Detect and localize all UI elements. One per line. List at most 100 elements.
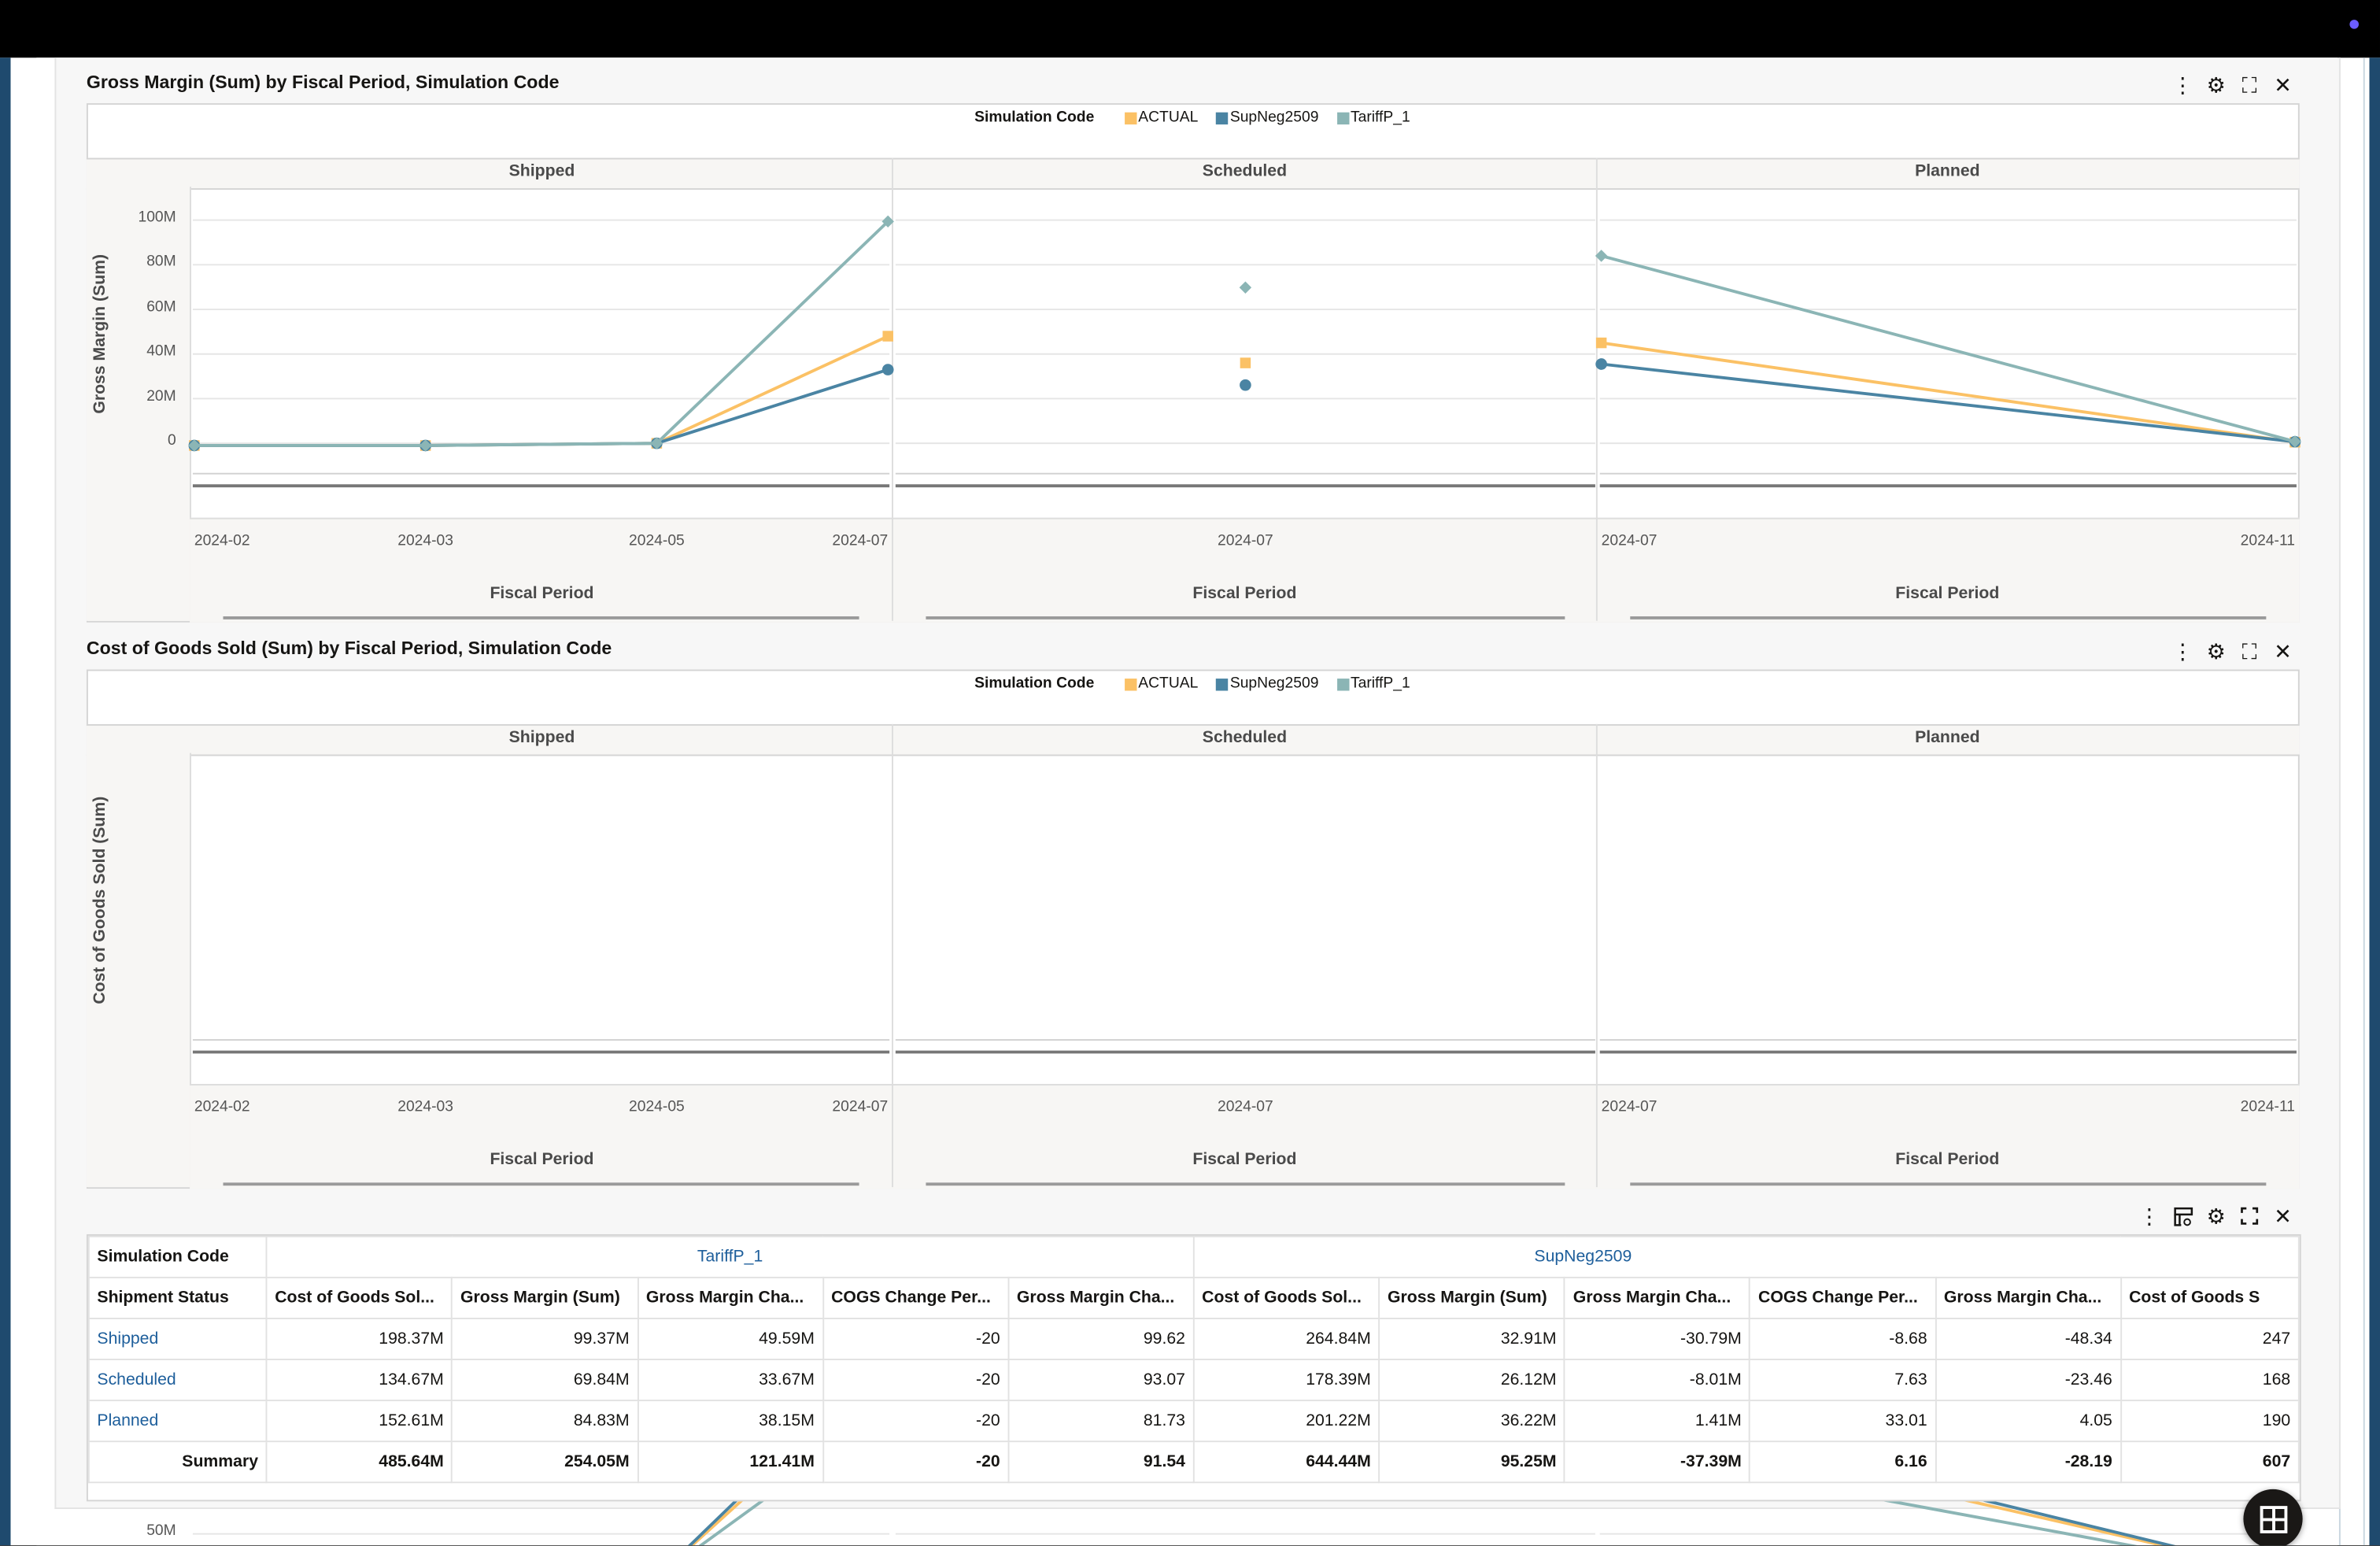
facet-header: Scheduled [1202, 162, 1288, 181]
legend-title: Simulation Code [974, 109, 1095, 127]
row-label-link[interactable]: Shipped [87, 1317, 268, 1360]
table-cell: 38.15M [637, 1400, 824, 1443]
x-tick-label: 2024-07 [1601, 1099, 1658, 1116]
divider [2363, 57, 2365, 1546]
table-cell: 36.22M [1378, 1400, 1566, 1443]
fab-grid-button[interactable] [2243, 1489, 2303, 1546]
y-tick-label: 60M [146, 298, 176, 316]
close-icon[interactable]: ✕ [2274, 638, 2292, 663]
x-tick-label: 2024-05 [629, 1099, 685, 1116]
expand-icon[interactable]: ⛶ [2241, 72, 2257, 97]
group-header-tariffp[interactable]: TariffP_1 [265, 1235, 1195, 1278]
x-tick-label: 2024-07 [1217, 532, 1273, 550]
legend-item[interactable]: SupNeg2509 [1207, 675, 1319, 693]
chart-title: Gross Margin (Sum) by Fiscal Period, Sim… [86, 71, 560, 93]
column-header[interactable]: Gross Margin Cha... [1564, 1276, 1751, 1319]
expand-icon[interactable] [2238, 1204, 2262, 1228]
table-cell: 99.37M [451, 1317, 639, 1360]
facet-header: Shipped [508, 728, 575, 747]
column-header[interactable]: Cost of Goods Sol... [1192, 1276, 1380, 1319]
column-header[interactable]: Gross Margin Cha... [1935, 1276, 2122, 1319]
summary-cell: -20 [822, 1441, 1010, 1484]
column-header[interactable]: Gross Margin (Sum) [1378, 1276, 1566, 1319]
summary-cell: 6.16 [1749, 1441, 1937, 1484]
gear-icon[interactable]: ⚙ [2206, 1203, 2226, 1228]
scrollbar[interactable] [223, 616, 859, 620]
table-toolbar: ⋮ ⚙ ✕ [2137, 1203, 2295, 1228]
x-tick-label: 2024-07 [1601, 532, 1658, 550]
x-axis-title: Fiscal Period [1192, 584, 1297, 603]
row-label-link[interactable]: Planned [87, 1400, 268, 1443]
y-tick-label: 40M [146, 343, 176, 361]
table-cell: 1.41M [1564, 1400, 1751, 1443]
legend-item[interactable]: TariffP_1 [1328, 109, 1410, 126]
group-header-supneg[interactable]: SupNeg2509 [1192, 1235, 2300, 1278]
x-tick-label: 2024-03 [397, 1099, 454, 1116]
close-icon[interactable]: ✕ [2274, 72, 2292, 97]
facet-header: Shipped [508, 162, 575, 181]
column-header[interactable]: Cost of Goods S [2119, 1276, 2300, 1319]
more-vertical-icon[interactable]: ⋮ [2171, 72, 2193, 97]
table-cell: 152.61M [265, 1400, 453, 1443]
table-row: Planned 152.61M 84.83M 38.15M -20 81.73 201.22… [87, 1400, 2300, 1443]
table-cell: 247 [2119, 1317, 2300, 1360]
table-cell: 26.12M [1378, 1359, 1566, 1402]
legend-item[interactable]: TariffP_1 [1328, 675, 1410, 692]
scrollbar[interactable] [926, 616, 1565, 620]
summary-cell: 91.54 [1007, 1441, 1195, 1484]
scrollbar[interactable] [1630, 1182, 2267, 1186]
summary-cell: 254.05M [451, 1441, 639, 1484]
legend-swatch [1124, 111, 1137, 124]
y-axis-title: Gross Margin (Sum) [91, 253, 109, 414]
legend-item[interactable]: ACTUAL [1115, 109, 1198, 126]
y-tick-label: 100M [138, 209, 176, 227]
column-header[interactable]: COGS Change Per... [822, 1276, 1010, 1319]
summary-row: Summary 485.64M 254.05M 121.41M -20 91.54 644.… [87, 1441, 2300, 1484]
column-header[interactable]: Gross Margin Cha... [1007, 1276, 1195, 1319]
row-label-link[interactable]: Scheduled [87, 1359, 268, 1402]
column-header[interactable]: Cost of Goods Sol... [265, 1276, 453, 1319]
table-row: Shipped 198.37M 99.37M 49.59M -20 99.62 264.84… [87, 1317, 2300, 1360]
legend-item[interactable]: SupNeg2509 [1207, 109, 1318, 126]
gear-icon[interactable]: ⚙ [2206, 72, 2226, 97]
column-header[interactable]: Gross Margin Cha... [637, 1276, 824, 1319]
summary-cell: -37.39M [1564, 1441, 1751, 1484]
chart-toolbar: ⋮ ⚙ ⛶ ✕ [2171, 72, 2295, 98]
y-tick-label: 0 [167, 432, 176, 449]
legend-swatch [1216, 111, 1229, 124]
chart-legend: Simulation Code ACTUAL SupNeg2509 TariffP_1 [974, 675, 1410, 692]
column-header[interactable]: Gross Margin (Sum) [451, 1276, 639, 1319]
column-header[interactable]: COGS Change Per... [1749, 1276, 1937, 1319]
x-tick-label: 2024-11 [2240, 532, 2295, 550]
x-tick-label: 2024-07 [1217, 1099, 1273, 1116]
gear-icon[interactable]: ⚙ [2206, 638, 2226, 663]
table-cell: 33.67M [637, 1359, 824, 1402]
more-vertical-icon[interactable]: ⋮ [2138, 1203, 2160, 1228]
status-dot [2349, 20, 2359, 29]
row-header-label: Simulation Code [87, 1235, 268, 1278]
table-view-icon[interactable] [2171, 1204, 2195, 1228]
table-column-header-row: Shipment Status Cost of Goods Sol... Gros… [87, 1276, 2300, 1319]
table-cell: -20 [822, 1400, 1010, 1443]
x-axis-title: Fiscal Period [490, 584, 594, 603]
x-axis-area [190, 1083, 2300, 1189]
facet-header: Planned [1915, 728, 1980, 747]
table-cell: 198.37M [265, 1317, 453, 1360]
legend-item[interactable]: ACTUAL [1115, 675, 1198, 692]
table-cell: 168 [2119, 1359, 2300, 1402]
table-cell: -20 [822, 1359, 1010, 1402]
summary-cell: 607 [2119, 1441, 2300, 1484]
summary-cell: 95.25M [1378, 1441, 1566, 1484]
scrollbar[interactable] [223, 1182, 859, 1186]
close-icon[interactable]: ✕ [2274, 1203, 2292, 1228]
scrollbar[interactable] [926, 1182, 1565, 1186]
legend-swatch [1216, 678, 1229, 690]
scrollbar[interactable] [1630, 616, 2267, 620]
legend-label: SupNeg2509 [1229, 675, 1319, 693]
legend-label: TariffP_1 [1350, 675, 1410, 693]
table-cell: 201.22M [1192, 1400, 1380, 1443]
expand-icon[interactable]: ⛶ [2241, 638, 2257, 663]
more-vertical-icon[interactable]: ⋮ [2171, 638, 2193, 663]
x-tick-label: 2024-02 [194, 1099, 250, 1116]
pivot-table-grid: Simulation Code TariffP_1 SupNeg2509 Shi… [87, 1235, 2300, 1484]
